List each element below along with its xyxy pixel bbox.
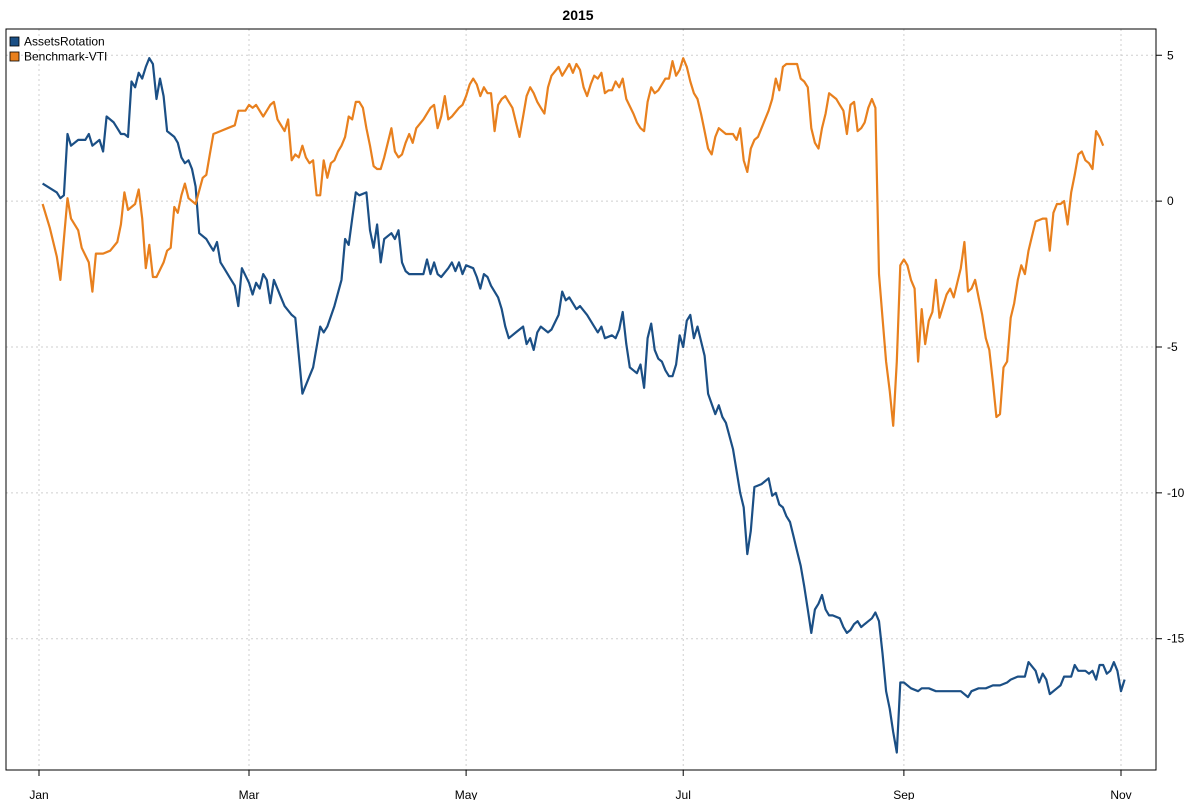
legend-label: Benchmark-VTI (24, 50, 107, 64)
series-layer (41, 57, 1126, 754)
legend-swatch (9, 51, 20, 62)
x-tick-label: Sep (893, 788, 915, 800)
y-tick-label: 0 (1167, 194, 1174, 208)
y-tick-label: -5 (1167, 340, 1178, 354)
x-tick-label: Mar (239, 788, 260, 800)
series-line-benchmark-vti (41, 57, 1105, 427)
legend-label: AssetsRotation (24, 35, 105, 49)
x-tick-label: Jan (29, 788, 48, 800)
chart-title: 2015 (562, 7, 593, 23)
legend-swatch (9, 36, 20, 47)
x-tick-label: Nov (1110, 788, 1131, 800)
y-tick-label: -10 (1167, 486, 1185, 500)
grid-lines (6, 29, 1156, 770)
y-tick-label: 5 (1167, 48, 1174, 62)
y-tick-label: -15 (1167, 632, 1185, 646)
series-line-assetsrotation (42, 57, 1126, 754)
x-axis: Jan Mar May Jul Sep Nov (29, 770, 1132, 800)
y-axis: 5 0 -5 -10 -15 (1156, 48, 1185, 646)
x-tick-label: May (455, 788, 478, 800)
plot-frame (5, 28, 1157, 771)
x-tick-label: Jul (676, 788, 691, 800)
